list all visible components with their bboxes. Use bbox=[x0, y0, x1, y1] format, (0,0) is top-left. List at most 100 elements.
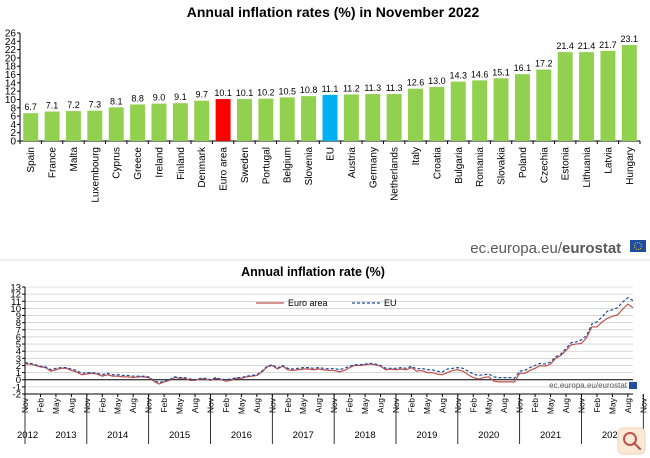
month-label: Aug bbox=[437, 398, 447, 413]
bar bbox=[23, 113, 39, 141]
bar-value-label: 7.3 bbox=[89, 100, 102, 110]
month-label: Aug bbox=[623, 398, 633, 413]
category-label: France bbox=[48, 147, 59, 179]
y-tick-label: 24 bbox=[5, 37, 17, 48]
bar bbox=[322, 94, 338, 141]
eu-flag-icon bbox=[629, 382, 637, 389]
line-chart-source: ec.europa.eu/eurostat bbox=[549, 381, 637, 390]
bar bbox=[44, 111, 60, 141]
y-tick-label: 4 bbox=[16, 347, 21, 358]
month-label: May bbox=[360, 397, 370, 414]
y-tick-label: 10 bbox=[5, 95, 17, 106]
bar-value-label: 10.8 bbox=[300, 85, 318, 95]
y-tick-label: 0 bbox=[16, 375, 21, 386]
y-tick-label: 11 bbox=[11, 297, 21, 308]
month-label: May bbox=[484, 397, 494, 414]
month-label: May bbox=[236, 397, 246, 414]
month-label: May bbox=[175, 397, 185, 414]
category-label: Latvia bbox=[603, 147, 614, 174]
category-label: Romania bbox=[475, 147, 486, 187]
y-tick-label: 20 bbox=[5, 53, 17, 64]
y-tick-label: 7 bbox=[16, 325, 21, 336]
bar-value-label: 13.0 bbox=[428, 76, 446, 86]
category-label: Denmark bbox=[197, 146, 208, 188]
year-label: 2016 bbox=[231, 430, 252, 441]
bar-value-label: 21.4 bbox=[556, 41, 574, 51]
month-label: Feb bbox=[159, 398, 169, 413]
category-label: Slovakia bbox=[497, 147, 508, 185]
bar-value-label: 14.6 bbox=[471, 69, 489, 79]
bar bbox=[151, 103, 167, 141]
y-tick-label: 3 bbox=[16, 354, 21, 365]
category-label: Estonia bbox=[561, 147, 572, 181]
line-chart-title: Annual inflation rate (%) bbox=[241, 265, 385, 279]
bar-value-label: 23.1 bbox=[621, 34, 639, 44]
bar bbox=[365, 94, 381, 141]
month-label: Aug bbox=[252, 398, 262, 413]
series-line bbox=[25, 303, 634, 385]
y-tick-label: 13 bbox=[10, 283, 21, 294]
country-bar-chart: Annual inflation rates (%) in November 2… bbox=[5, 4, 646, 257]
bar-value-label: 15.1 bbox=[492, 67, 510, 77]
bar bbox=[194, 100, 210, 141]
bar-value-label: 8.1 bbox=[110, 96, 123, 106]
year-label: 2019 bbox=[416, 430, 437, 441]
source-prefix: ec.europa.eu/ bbox=[470, 240, 563, 257]
category-label: Belgium bbox=[283, 147, 294, 183]
bar bbox=[215, 99, 231, 141]
line-chart-legend: Euro area EU bbox=[256, 298, 397, 308]
bar-value-label: 10.1 bbox=[214, 88, 232, 98]
bar bbox=[472, 80, 488, 141]
bar-chart-bars bbox=[23, 45, 637, 141]
bar bbox=[343, 94, 359, 141]
month-label: Aug bbox=[66, 398, 76, 413]
month-label: May bbox=[51, 397, 61, 414]
bar-value-label: 9.7 bbox=[195, 90, 208, 100]
year-label: 2017 bbox=[293, 430, 314, 441]
y-tick-label: -1 bbox=[13, 382, 21, 393]
legend-label-eu: EU bbox=[384, 298, 397, 308]
y-tick-label: 22 bbox=[5, 45, 17, 56]
bar-value-label: 12.6 bbox=[407, 78, 425, 88]
year-label: 2015 bbox=[169, 430, 190, 441]
month-label: Feb bbox=[221, 398, 231, 413]
bar-value-label: 21.4 bbox=[578, 41, 596, 51]
zoom-icon[interactable] bbox=[617, 427, 646, 455]
category-label: EU bbox=[326, 147, 337, 161]
category-label: Malta bbox=[69, 147, 80, 172]
category-label: Germany bbox=[368, 147, 379, 188]
category-label: Lithuania bbox=[582, 147, 593, 188]
category-label: Slovenia bbox=[304, 147, 315, 186]
y-tick-label: 6 bbox=[16, 332, 21, 343]
year-label: 2021 bbox=[540, 430, 561, 441]
y-tick-label: 9 bbox=[16, 311, 21, 322]
bar bbox=[408, 88, 423, 141]
bar-value-label: 8.8 bbox=[131, 93, 144, 103]
bar-value-label: 11.1 bbox=[322, 84, 339, 94]
y-tick-label: -2 bbox=[13, 390, 21, 401]
y-tick-label: 12 bbox=[10, 290, 21, 301]
y-tick-label: 6 bbox=[10, 112, 16, 123]
month-label: Feb bbox=[406, 398, 416, 413]
bar-value-label: 14.3 bbox=[450, 71, 468, 81]
bar bbox=[600, 50, 616, 141]
month-label: May bbox=[607, 397, 617, 414]
category-label: Luxembourg bbox=[90, 147, 101, 203]
bar-chart-category-labels: Spain France Malta Luxembourg Cyprus Greece Ir… bbox=[19, 141, 641, 203]
category-label: Spain bbox=[26, 147, 37, 173]
bar bbox=[386, 94, 402, 141]
month-label: Feb bbox=[468, 398, 478, 413]
category-label: Hungary bbox=[625, 147, 636, 185]
category-label: Greece bbox=[133, 147, 144, 180]
month-label: Feb bbox=[283, 398, 293, 413]
bar bbox=[65, 111, 81, 141]
y-tick-label: 26 bbox=[5, 29, 17, 40]
month-label: Feb bbox=[97, 398, 107, 413]
bar bbox=[536, 69, 552, 141]
bar bbox=[172, 103, 188, 141]
y-tick-label: 16 bbox=[5, 70, 17, 81]
bar bbox=[621, 45, 637, 141]
